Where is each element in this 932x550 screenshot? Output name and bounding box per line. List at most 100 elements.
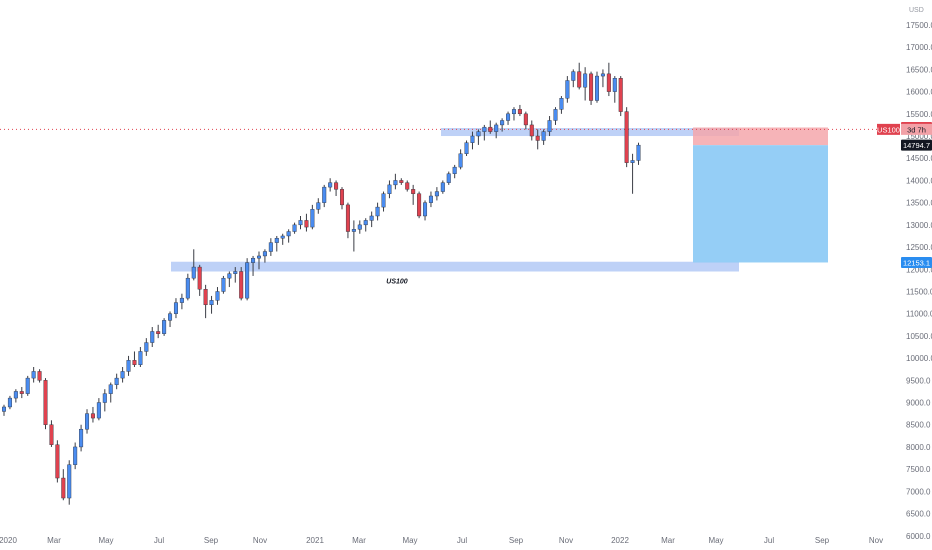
candle-body (120, 371, 125, 379)
candle-body (2, 406, 6, 412)
y-tick-label: 6500.0 (906, 510, 931, 519)
candle (351, 220, 356, 252)
candle-body (108, 384, 113, 394)
candle-body (559, 98, 564, 110)
candle-body (470, 135, 475, 143)
y-tick-label: 8000.0 (906, 443, 931, 452)
candle (25, 375, 30, 396)
candle-body (19, 391, 24, 394)
price-axis[interactable]: 6000.0 6500.0 7000.0 7500.0 8000.0 8500.0 9000… (906, 7, 932, 541)
x-tick-label: Jul (764, 536, 774, 545)
candle-body (114, 377, 119, 385)
time-axis[interactable]: 2020 Mar May Jul Sep Nov 2021 Mar May Jul Sep Nov 20… (0, 536, 883, 545)
x-tick-label: 2021 (306, 536, 324, 545)
candle (19, 386, 24, 399)
x-tick-label: Mar (661, 536, 675, 545)
candle-body (31, 371, 36, 379)
candle (488, 120, 493, 134)
candle-body (636, 144, 641, 161)
candle-body (612, 78, 617, 92)
candle (90, 406, 95, 423)
candle-body (630, 160, 635, 163)
y-tick-label: 9000.0 (906, 399, 931, 408)
candle-body (589, 73, 594, 101)
candle-body (132, 360, 137, 365)
candle-body (126, 360, 131, 372)
candle-body (381, 193, 386, 208)
y-tick-label: 14500.0 (906, 154, 932, 163)
x-tick-label: Nov (559, 536, 573, 545)
candle-body (357, 224, 362, 230)
candle-body (553, 109, 558, 121)
candle-body (292, 224, 297, 232)
candle-body (547, 120, 552, 132)
candle (7, 395, 12, 410)
candle (13, 389, 18, 403)
candle-body (7, 397, 12, 408)
target-price-tag: 12153.1 (901, 256, 932, 268)
candle (624, 107, 629, 168)
candle (428, 191, 433, 208)
candle-body (55, 444, 60, 479)
candle-body (328, 182, 333, 188)
candle (345, 202, 350, 239)
candle (357, 220, 362, 234)
candle-body (256, 255, 261, 259)
candle (55, 440, 60, 483)
x-tick-label: May (402, 536, 417, 545)
candle (470, 131, 475, 150)
candle (630, 153, 635, 194)
candle-body (79, 428, 84, 448)
candle-body (595, 75, 600, 101)
candle (606, 62, 611, 97)
candle (85, 409, 90, 434)
x-tick-label: Nov (869, 536, 883, 545)
candle-body (446, 173, 451, 183)
candle (37, 369, 42, 383)
candle-body (49, 424, 54, 445)
candle-body (144, 342, 149, 352)
candle-body (61, 477, 66, 499)
candle-body (577, 71, 582, 88)
candle (482, 124, 487, 141)
candle (162, 318, 167, 336)
candle-body (393, 180, 398, 186)
candle-body (168, 313, 173, 321)
candle-body (434, 191, 439, 197)
candle-body (162, 320, 167, 334)
candle-body (571, 71, 576, 81)
candle (79, 424, 84, 452)
candle-body (102, 393, 107, 403)
candle (363, 218, 368, 232)
y-tick-label: 7500.0 (906, 465, 931, 474)
candle (452, 164, 457, 179)
candle (73, 442, 78, 470)
candle-body (90, 413, 95, 419)
candle (156, 324, 161, 339)
candle-body (511, 109, 516, 115)
candle (423, 200, 428, 221)
candle-body (73, 446, 78, 465)
candle (132, 351, 137, 367)
candle-body (452, 166, 457, 174)
target-price-tag-text: 12153.1 (903, 258, 930, 267)
candle-body (274, 237, 279, 243)
candle (328, 178, 333, 192)
candle (583, 67, 588, 101)
short-position-tool[interactable] (693, 127, 828, 263)
candle-body (417, 193, 422, 217)
candle-body (440, 182, 445, 192)
candle (405, 180, 410, 192)
candle (464, 140, 469, 157)
resistance-zone (441, 128, 739, 137)
candle-body (405, 182, 410, 190)
take-profit-area (693, 145, 828, 263)
candle-body (458, 153, 463, 168)
candle-body (173, 302, 178, 314)
candle-body (85, 413, 90, 430)
candle (417, 191, 422, 219)
candle (577, 62, 582, 90)
candle-body (523, 113, 528, 126)
candle (185, 273, 190, 301)
